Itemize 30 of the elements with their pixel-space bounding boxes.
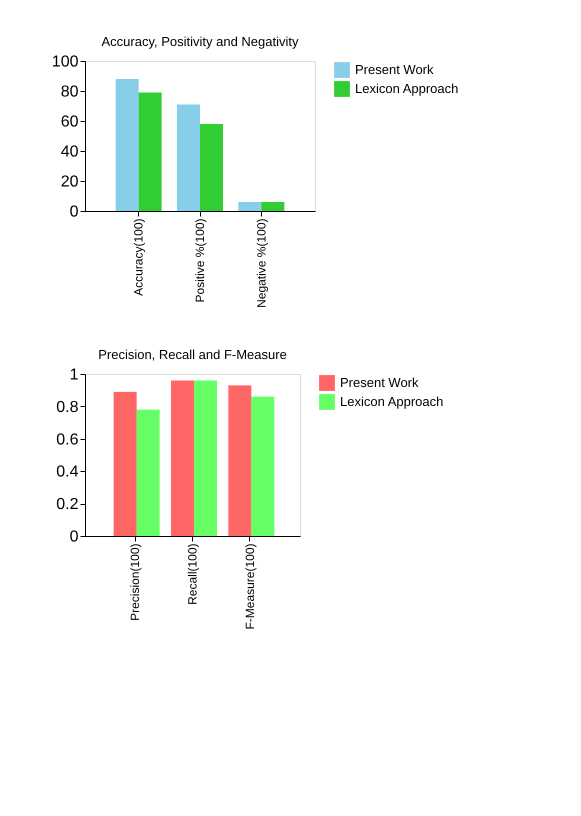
chart-title: Accuracy, Positivity and Negativity <box>102 34 299 49</box>
bar <box>177 104 200 211</box>
y-tick-label: 0 <box>70 204 79 220</box>
x-tick-label: F-Measure(100) <box>242 544 257 630</box>
y-tick-label: 20 <box>60 174 79 190</box>
legend-label: Lexicon Approach <box>340 394 444 409</box>
y-tick-label: 1 <box>70 366 79 384</box>
bar <box>116 79 139 211</box>
x-tick-label: Positive %(100) <box>193 218 207 303</box>
chart-title: Precision, Recall and F-Measure <box>98 347 287 362</box>
y-tick-label: 0.4 <box>56 464 79 481</box>
legend-label: Present Work <box>355 62 434 77</box>
y-tick-label: 0.6 <box>56 431 79 448</box>
x-tick-label: Accuracy(100) <box>132 218 146 296</box>
y-tick-label: 40 <box>60 144 79 160</box>
x-tick-label: Negative %(100) <box>254 218 268 308</box>
y-tick-label: 0 <box>70 528 79 546</box>
bar <box>200 124 223 211</box>
legend-label: Present Work <box>340 375 420 390</box>
y-tick-label: 0.2 <box>56 496 79 514</box>
bar <box>238 202 262 211</box>
y-tick-label: 80 <box>60 84 79 100</box>
legend-label: Lexicon Approach <box>355 81 458 96</box>
y-tick-label: 0.8 <box>56 398 79 416</box>
y-tick-label: 60 <box>60 114 79 130</box>
bar <box>138 92 162 211</box>
bar <box>261 202 284 211</box>
x-tick-label: Recall(100) <box>186 543 200 605</box>
y-tick-label: 100 <box>52 54 79 70</box>
x-tick-label: Precision(100) <box>128 544 142 621</box>
